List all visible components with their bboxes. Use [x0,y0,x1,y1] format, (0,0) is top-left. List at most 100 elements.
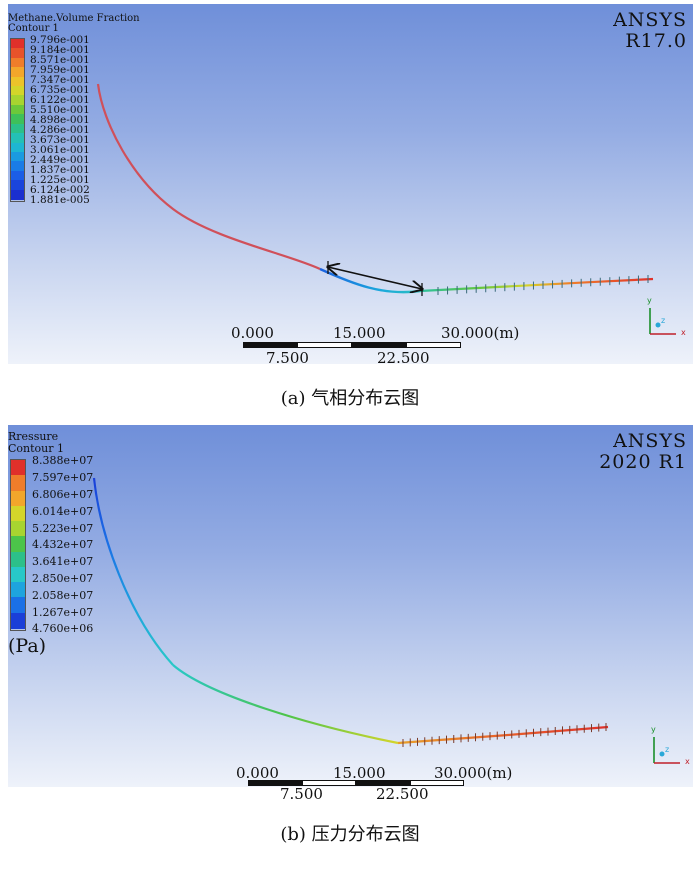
legend-swatch [11,536,25,553]
legend-swatch [11,180,24,191]
brand-name: ANSYS [613,430,687,452]
legend-value-label: 8.571e-001 [30,53,90,66]
legend-value-label: 7.597e+07 [32,471,94,485]
legend-swatch [11,86,24,97]
legend-swatch [11,460,25,476]
legend-value-label: 1.837e-001 [30,163,90,176]
legend-swatch [11,566,25,583]
legend-value-label: 6.806e+07 [32,488,94,501]
axis-triad-icon [649,308,676,335]
legend-value-label: 6.122e-001 [30,93,90,106]
legend-swatch [11,582,25,599]
legend-swatch [11,104,24,115]
legend-value-label: 9.796e-001 [30,33,90,46]
legend-value-label: 2.449e-001 [30,153,90,166]
software-brand: ANSYS 2020 R1 [599,431,687,473]
legend-value-label: 3.061e-001 [30,143,90,156]
legend-title: Rressure [8,430,59,443]
axis-triad-icon [653,737,680,764]
scale-label-22-5: 22.500 [376,785,429,803]
brand-name: ANSYS [613,9,687,31]
x-axis-label: x [685,757,690,766]
x-axis-label: x [681,328,686,337]
unit-label: (Pa) [8,635,47,657]
legend-swatch [11,612,25,629]
scale-label-7-5: 7.500 [280,785,323,803]
legend-swatch [11,151,24,162]
scale-label-0: 0.000 [236,764,279,782]
scale-label-15: 15.000 [333,324,386,342]
scale-label-30: 30.000(m) [434,764,513,782]
scale-label-22-5: 22.500 [377,349,430,367]
legend-value-label: 9.184e-001 [30,43,90,56]
legend-value-label: 7.959e-001 [30,63,90,76]
scale-label-7-5: 7.500 [266,349,309,367]
z-axis-label: z [661,316,666,325]
caption-a: (a) 气相分布云图 [280,388,420,409]
legend-value-label: 3.673e-001 [30,133,90,146]
legend-value-label: 6.124e-002 [30,183,90,196]
legend-value-label: 5.223e+07 [32,521,94,535]
legend-value-label: 2.850e+07 [32,572,94,585]
legend-swatch [11,39,24,49]
legend-subtitle: Contour 1 [8,442,65,455]
legend-value-label: 1.267e+07 [32,605,94,619]
brand-version: R17.0 [625,30,687,52]
legend-swatch [11,475,25,492]
length-scale-bar: 0.000 15.000 30.000(m) [231,322,519,362]
pipe-horizontal-section [419,277,654,293]
caption-b: (b) 压力分布云图 [280,824,420,845]
y-axis-label: y [651,725,656,734]
gas-phase-contour-panel: Methane.Volume Fraction Contour 1 9.796e… [8,4,693,367]
dimension-arrow [328,267,422,289]
legend-swatch [11,189,24,200]
legend-value-label: 5.510e-001 [30,103,90,116]
scale-label-30: 30.000(m) [441,324,520,342]
perforation-marks [437,275,649,295]
legend-value-label: 6.014e+07 [32,504,94,518]
y-axis-label: y [647,296,652,305]
legend-swatch [11,505,25,522]
legend-swatch [11,133,24,144]
legend-swatch [11,490,25,507]
legend-swatch [11,597,25,614]
legend-swatch [11,48,24,59]
legend-swatch [11,67,24,78]
pipeline-contour-a [96,83,676,335]
pipe-vertical-section [92,477,174,666]
legend-swatch [11,76,24,87]
legend-value-label: 4.286e-001 [30,123,90,136]
legend-value-label: 8.388e+07 [32,454,94,468]
legend-swatch [11,95,24,106]
color-legend-bar [10,459,26,631]
legend-swatch [11,57,24,68]
legend-swatch [11,551,25,568]
brand-version: 2020 R1 [599,451,687,473]
legend-swatch [11,170,24,181]
legend-subtitle: Contour 1 [8,23,59,34]
color-legend-bar [10,38,25,202]
legend-value-label: 7.347e-001 [30,73,90,86]
length-scale-bar: 0.000 15.000 30.000(m) [236,764,512,804]
legend-swatch [11,161,24,172]
legend-value-label: 4.898e-001 [30,113,90,126]
pipeline-contour-b [92,477,680,764]
legend-value-label: 1.225e-001 [30,173,90,186]
scale-label-0: 0.000 [231,324,274,342]
legend-value-label: 2.058e+07 [32,588,94,602]
length-scale-labels-lower: 7.500 22.500 [243,347,503,367]
pressure-contour-panel: Rressure Contour 1 8.388e+07 7.597e+07 6.8… [8,425,693,787]
pipe-vertical-section [96,83,321,270]
scale-label-15: 15.000 [333,764,386,782]
software-brand: ANSYS R17.0 [613,10,687,52]
perforation-marks [402,723,607,747]
legend-value-label: 4.432e+07 [32,538,94,552]
legend-swatch [11,521,25,538]
pipe-curved-section [172,664,399,745]
z-axis-label: z [665,745,670,754]
legend-value-label: 1.881e-005 [30,193,90,206]
legend-swatch [11,142,24,153]
legend-value-label: 3.641e+07 [32,555,94,569]
legend-value-label: 6.735e-001 [30,83,90,96]
length-scale-labels-lower: 7.500 22.500 [248,785,508,805]
